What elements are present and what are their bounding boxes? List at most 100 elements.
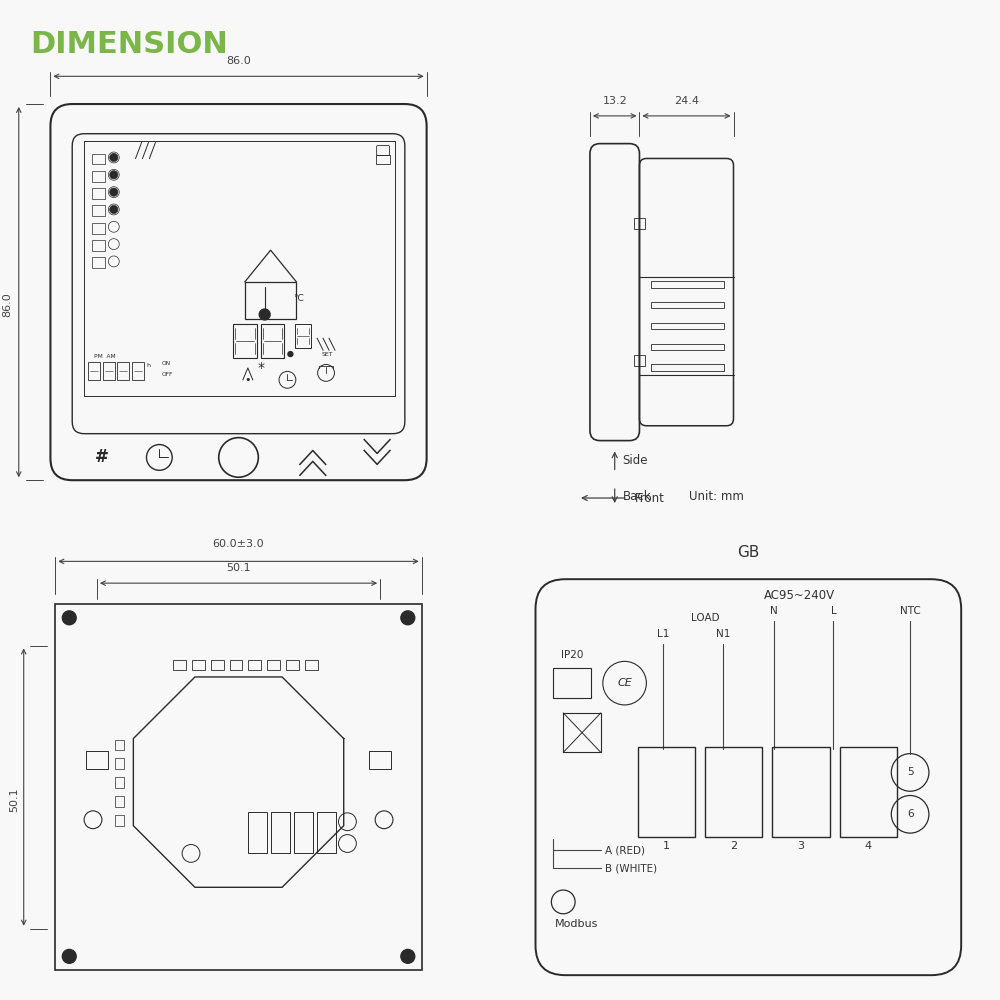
Text: Back: Back [623, 490, 651, 503]
Bar [86, 751, 108, 769]
Bar [286, 660, 299, 670]
Bar [211, 660, 224, 670]
Bar [92, 257, 105, 268]
Bar [84, 141, 395, 396]
Text: Side: Side [623, 454, 648, 467]
Bar [705, 747, 762, 837]
Text: B (WHITE): B (WHITE) [605, 863, 657, 873]
Text: SET: SET [321, 352, 333, 357]
Bar [117, 362, 129, 380]
Text: *: * [257, 361, 264, 375]
Circle shape [401, 611, 415, 625]
Text: 50.1: 50.1 [226, 563, 251, 573]
Bar [92, 188, 105, 199]
Text: N: N [770, 606, 778, 616]
Bar [248, 812, 267, 853]
Text: 6: 6 [907, 809, 913, 819]
Bar [376, 155, 390, 164]
Bar [88, 362, 100, 380]
Text: •: • [245, 375, 251, 385]
Bar [103, 362, 115, 380]
Text: A (RED): A (RED) [605, 845, 645, 855]
Text: 86.0: 86.0 [226, 56, 251, 66]
Bar [651, 323, 724, 329]
Bar [248, 660, 261, 670]
Bar [267, 660, 280, 670]
Bar [638, 747, 695, 837]
Text: Front: Front [635, 492, 664, 505]
Text: CE: CE [617, 678, 632, 688]
Bar [245, 282, 296, 319]
Bar [115, 796, 124, 807]
Circle shape [110, 171, 118, 179]
Bar [840, 747, 897, 837]
Text: N1: N1 [716, 629, 730, 639]
Circle shape [110, 153, 118, 162]
Text: ON: ON [161, 361, 170, 366]
Bar [115, 815, 124, 826]
Text: °C: °C [293, 294, 304, 303]
Bar [369, 751, 391, 769]
Bar [230, 660, 242, 670]
Text: 2: 2 [730, 841, 737, 851]
Bar [192, 660, 205, 670]
Bar [563, 713, 601, 752]
Bar [634, 218, 645, 229]
Bar [651, 364, 724, 371]
Bar [132, 362, 144, 380]
Text: Unit: mm: Unit: mm [689, 490, 744, 503]
Circle shape [288, 352, 293, 357]
Circle shape [259, 309, 270, 320]
Text: PM  AM: PM AM [94, 354, 116, 359]
Bar [271, 812, 290, 853]
Bar [92, 171, 105, 182]
Text: AC95~240V: AC95~240V [764, 589, 835, 602]
Circle shape [62, 949, 76, 963]
Text: 1: 1 [663, 841, 670, 851]
Bar [115, 758, 124, 769]
Text: OFF: OFF [161, 372, 173, 377]
Bar [92, 240, 105, 251]
Bar [651, 302, 724, 308]
Text: L1: L1 [657, 629, 669, 639]
Text: h: h [146, 363, 150, 368]
Bar [317, 812, 336, 853]
Text: GB: GB [737, 545, 760, 560]
Bar [295, 324, 311, 348]
Bar [651, 344, 724, 350]
Bar [115, 777, 124, 788]
Bar [634, 355, 645, 366]
Bar [92, 223, 105, 234]
Text: DIMENSION: DIMENSION [31, 30, 228, 59]
Text: 4: 4 [865, 841, 872, 851]
Text: LOAD: LOAD [691, 613, 720, 623]
Bar [92, 205, 105, 216]
Text: L: L [831, 606, 836, 616]
Text: 24.4: 24.4 [674, 96, 699, 106]
Text: Modbus: Modbus [555, 919, 599, 929]
Bar [233, 324, 257, 358]
Circle shape [110, 188, 118, 196]
Text: 50.1: 50.1 [9, 787, 19, 812]
Text: 13.2: 13.2 [602, 96, 627, 106]
Bar [305, 660, 318, 670]
Circle shape [62, 611, 76, 625]
Text: 3: 3 [798, 841, 805, 851]
Bar [261, 324, 284, 358]
Bar [553, 668, 591, 698]
Bar [294, 812, 313, 853]
Text: #: # [95, 448, 109, 466]
Bar [115, 740, 124, 750]
Bar [173, 660, 186, 670]
Text: 86.0: 86.0 [2, 292, 12, 317]
Text: IP20: IP20 [561, 650, 583, 660]
Text: NTC: NTC [900, 606, 920, 616]
Bar [651, 281, 724, 288]
Bar [772, 747, 830, 837]
Circle shape [110, 205, 118, 214]
Bar [55, 604, 422, 970]
Circle shape [401, 949, 415, 963]
Bar [92, 154, 105, 164]
Text: 60.0±3.0: 60.0±3.0 [213, 539, 264, 549]
Text: 5: 5 [907, 767, 913, 777]
